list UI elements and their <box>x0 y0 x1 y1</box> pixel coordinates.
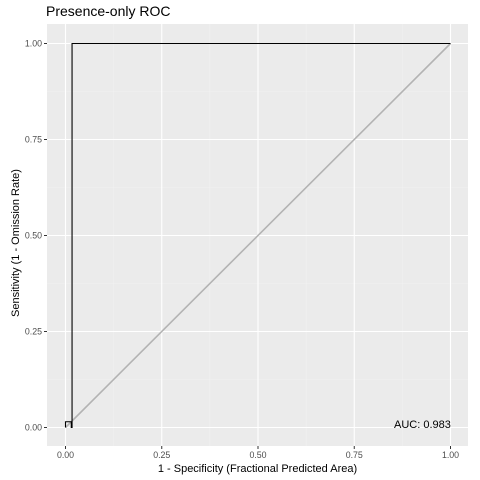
y-axis-ticks: 0.00 0.25 0.50 0.75 1.00 <box>25 39 47 433</box>
y-tick-label: 0.50 <box>25 231 42 241</box>
reference-diagonal-line <box>64 42 452 429</box>
series-layer <box>64 42 452 429</box>
x-tick-label: 1.00 <box>442 450 459 460</box>
x-tick-label: 0.50 <box>249 450 266 460</box>
x-axis-ticks: 0.00 0.25 0.50 0.75 1.00 <box>57 446 459 460</box>
x-tick-label: 0.25 <box>153 450 170 460</box>
x-axis-title: 1 - Specificity (Fractional Predicted Ar… <box>158 463 357 475</box>
x-tick-label: 0.75 <box>346 450 363 460</box>
roc-curve-line <box>64 42 451 429</box>
y-tick-label: 0.25 <box>25 327 42 337</box>
y-tick-label: 1.00 <box>25 39 42 49</box>
auc-annotation: AUC: 0.983 <box>394 419 451 431</box>
y-tick-label: 0.00 <box>25 423 42 433</box>
x-tick-label: 0.00 <box>57 450 74 460</box>
chart-title: Presence-only ROC <box>46 3 171 19</box>
y-tick-label: 0.75 <box>25 135 42 145</box>
y-axis-title: Sensitivity (1 - Omission Rate) <box>10 169 22 317</box>
